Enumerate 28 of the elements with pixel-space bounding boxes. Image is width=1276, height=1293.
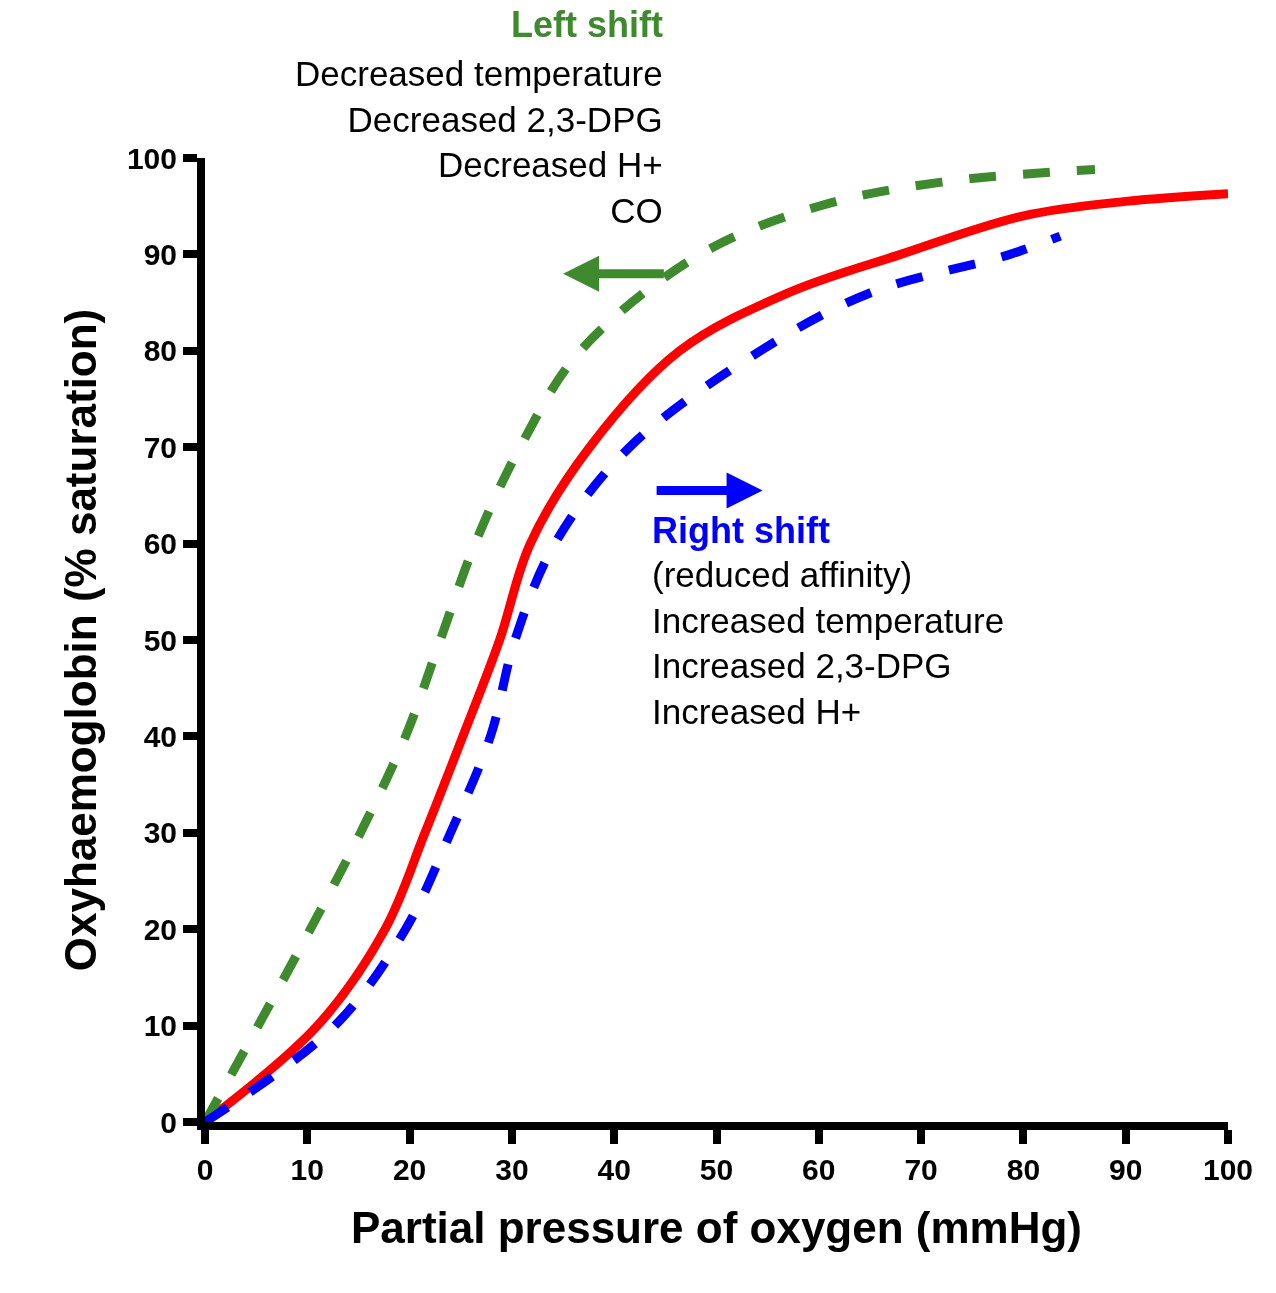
y-tick-label: 60 [143,527,177,561]
y-tick-label: 40 [143,719,177,753]
y-axis-title: Oxyhaemoglobin (% saturation) [55,308,105,972]
y-tick-label: 0 [160,1105,177,1139]
x-tick-label: 20 [392,1153,427,1186]
annotation: Right shift [652,510,830,551]
x-tick-label: 90 [1109,1153,1143,1186]
x-tick-label: 40 [597,1153,631,1186]
x-tick-label: 50 [699,1153,734,1186]
y-tick-label: 70 [143,430,177,464]
x-tick-label: 30 [495,1153,529,1186]
y-tick-label: 50 [143,623,177,657]
y-tick-label: 30 [143,816,177,850]
x-axis-title: Partial pressure of oxygen (mmHg) [350,1202,1083,1252]
x-tick-label: 100 [1202,1153,1254,1186]
x-tick-label: 80 [1006,1153,1041,1186]
x-tick-label: 10 [290,1153,324,1186]
text: Left shift [511,4,663,45]
y-tick-label: 10 [143,1009,177,1043]
annotation: Decreased temperature Decreased 2,3-DPG Decreased H+ CO [295,54,663,230]
annotation: (reduced affinity) Increased temperature Increased 2,3-DPG Increased H+ [652,555,1005,731]
y-tick-label: 90 [143,237,177,271]
x-tick-label: 60 [802,1153,836,1186]
y-tick-label: 100 [126,141,177,175]
y-tick-label: 20 [143,912,177,946]
x-tick-label: 0 [196,1153,214,1186]
y-tick-label: 80 [143,334,177,368]
x-tick-label: 70 [904,1153,938,1186]
